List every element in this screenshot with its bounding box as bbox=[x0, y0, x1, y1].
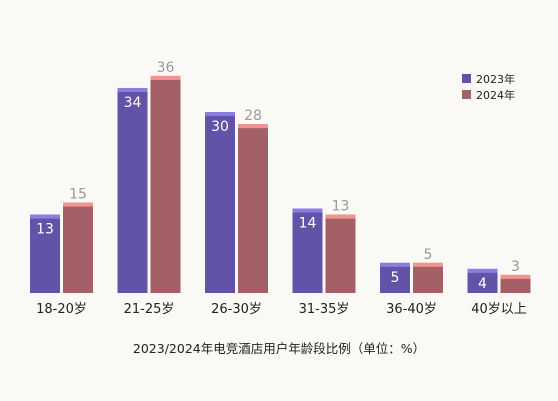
bar-cap-2023-2 bbox=[205, 112, 235, 117]
data-label-2024-4: 5 bbox=[424, 247, 433, 263]
bar-2024-5 bbox=[500, 274, 531, 293]
legend-label-0: 2023年 bbox=[476, 72, 515, 86]
legend-swatch-0 bbox=[462, 74, 471, 83]
bar-cap-2024-4 bbox=[413, 262, 443, 267]
bar-2023-0 bbox=[30, 214, 60, 293]
bar-cap-2023-0 bbox=[30, 214, 60, 219]
data-label-2024-0: 15 bbox=[69, 187, 87, 203]
x-tick-label-4: 36-40岁 bbox=[386, 302, 437, 317]
x-tick-label-2: 26-30岁 bbox=[211, 302, 262, 317]
x-tick-label-3: 31-35岁 bbox=[299, 302, 350, 317]
data-label-2023-2: 30 bbox=[211, 119, 229, 135]
legend: 2023年 2024年 bbox=[462, 72, 515, 102]
bar-2024-0 bbox=[63, 202, 93, 293]
data-label-2024-1: 36 bbox=[157, 60, 175, 76]
bar-2023-3 bbox=[292, 208, 323, 293]
bar-2024-4 bbox=[413, 262, 443, 293]
bar-cap-2024-1 bbox=[150, 75, 181, 80]
data-label-2024-3: 13 bbox=[332, 199, 350, 215]
x-tick-labels: 18-20岁 21-25岁 26-30岁 31-35岁 36-40岁 40岁以上 bbox=[36, 302, 527, 317]
bar-cap-2024-3 bbox=[325, 214, 356, 219]
bar-2024-3 bbox=[325, 214, 356, 293]
data-label-2023-1: 34 bbox=[124, 95, 142, 111]
bar-cap-2024-5 bbox=[500, 274, 531, 279]
bar-cap-2023-3 bbox=[292, 208, 323, 213]
bars-layer: 13 15 34 36 30 28 14 13 5 5 4 3 bbox=[30, 60, 531, 293]
chart-title: 2023/2024年电竞酒店用户年龄段比例（单位：%） bbox=[132, 341, 426, 356]
x-tick-label-1: 21-25岁 bbox=[124, 302, 175, 317]
bar-cap-2024-2 bbox=[238, 124, 268, 129]
bar-2023-2 bbox=[205, 112, 235, 293]
data-label-2024-2: 28 bbox=[244, 108, 262, 124]
bar-2024-2 bbox=[238, 124, 268, 293]
data-label-2023-4: 5 bbox=[391, 270, 400, 286]
bar-cap-2023-4 bbox=[380, 262, 410, 267]
bar-cap-2024-0 bbox=[63, 202, 93, 207]
bar-2023-4 bbox=[380, 262, 410, 293]
bar-2023-5 bbox=[467, 268, 498, 293]
legend-label-1: 2024年 bbox=[476, 88, 515, 102]
bar-2024-1 bbox=[150, 75, 181, 293]
x-tick-label-0: 18-20岁 bbox=[36, 302, 87, 317]
bar-2023-1 bbox=[117, 87, 148, 293]
data-label-2024-5: 3 bbox=[511, 259, 520, 275]
bar-cap-2023-1 bbox=[117, 87, 148, 92]
legend-swatch-1 bbox=[462, 90, 471, 99]
x-tick-label-5: 40岁以上 bbox=[471, 302, 527, 317]
data-label-2023-5: 4 bbox=[478, 276, 487, 292]
data-label-2023-3: 14 bbox=[299, 216, 317, 232]
bar-cap-2023-5 bbox=[467, 268, 498, 273]
data-label-2023-0: 13 bbox=[36, 222, 54, 238]
